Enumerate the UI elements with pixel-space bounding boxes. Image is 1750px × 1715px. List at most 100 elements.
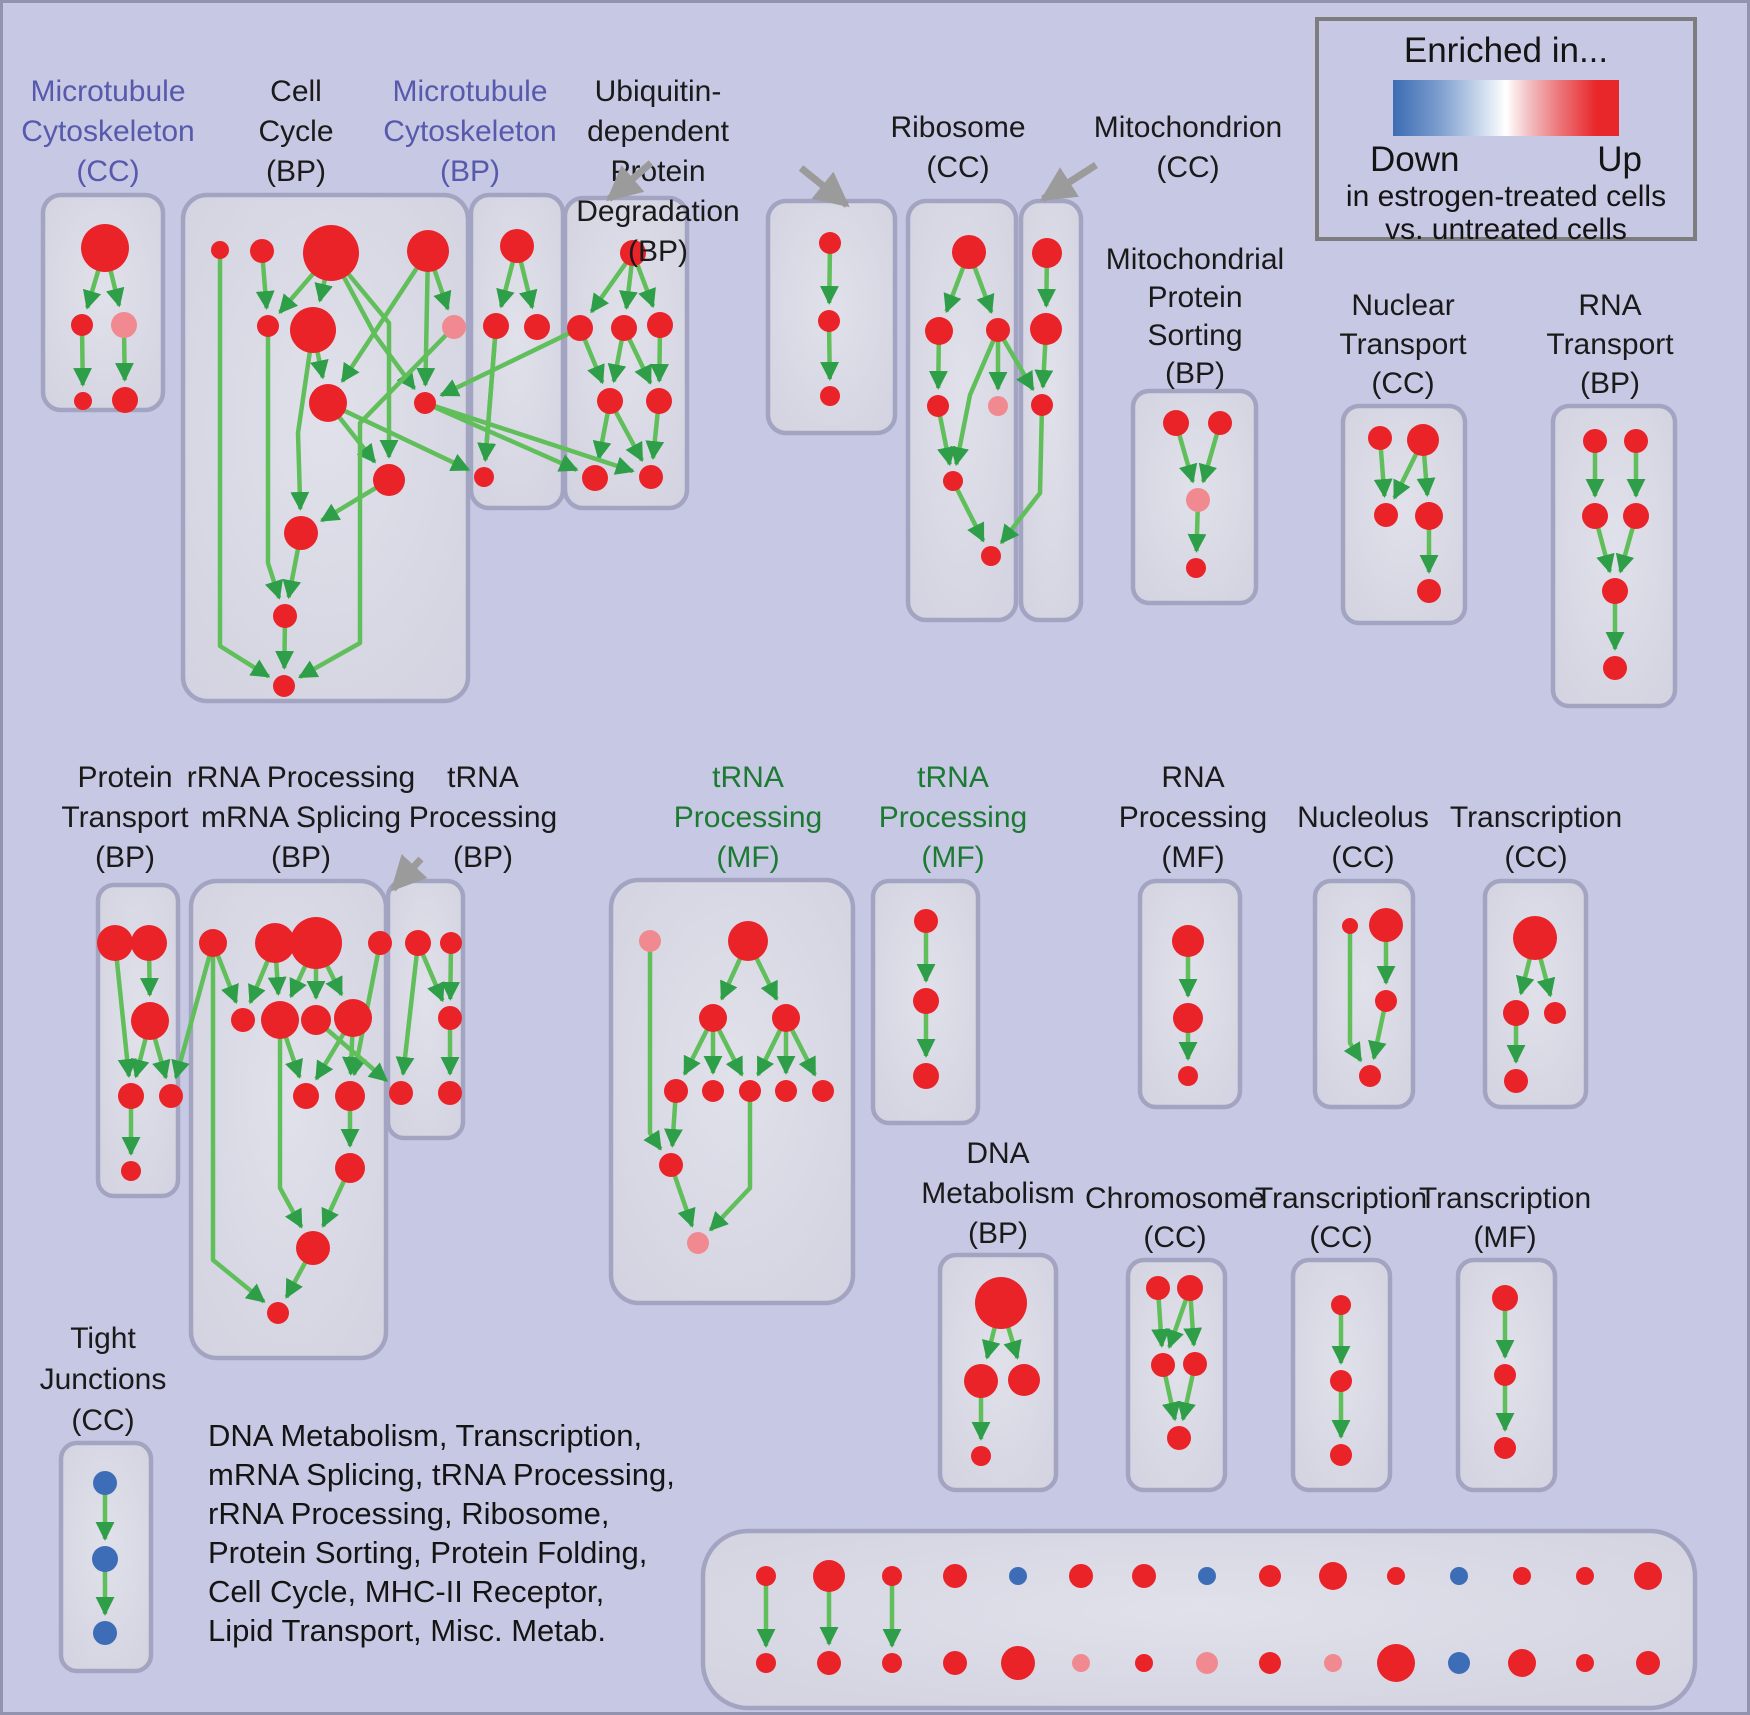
edge-arrow — [342, 1034, 361, 1076]
cluster-label-line: Transport — [1339, 328, 1467, 361]
cluster-label-line: Chromosome — [1085, 1182, 1265, 1215]
cluster-label-line: rRNA Processing — [187, 761, 415, 794]
edge-arrow — [82, 268, 102, 310]
edge-arrow — [321, 1178, 347, 1228]
edge-arrow — [310, 350, 329, 380]
cluster-label-line: (CC) — [76, 155, 139, 188]
edge-arrow — [643, 950, 663, 1151]
go-term-node — [986, 318, 1010, 342]
cluster-label-line: Ribosome — [890, 111, 1025, 144]
edge-arrow — [716, 1027, 744, 1077]
cluster-label-line: RNA — [1161, 761, 1224, 794]
go-term-node — [112, 387, 138, 413]
cluster-label-line: (BP) — [968, 1217, 1028, 1250]
edge-arrow — [1368, 1009, 1387, 1061]
cluster-label-line: Microtubule — [392, 75, 547, 108]
go-term-node — [211, 241, 229, 259]
go-term-node — [296, 1231, 330, 1265]
cluster-label-line: (BP) — [1165, 357, 1225, 390]
cluster-box-dna-metabolism-bp — [937, 1252, 1059, 1493]
cluster-label-line: (BP) — [95, 841, 155, 874]
edge-arrow — [753, 956, 779, 1001]
edge-arrow — [171, 954, 212, 1080]
cluster-label-line: tRNA — [712, 761, 784, 794]
legend-down-label: Down — [1370, 140, 1460, 179]
go-term-node — [199, 929, 227, 957]
edge-arrow — [114, 958, 137, 1078]
go-term-node — [118, 1083, 144, 1109]
cluster-label-line: (MF) — [716, 841, 779, 874]
go-term-node — [92, 1546, 118, 1572]
go-term-node — [1151, 1353, 1175, 1377]
go-term-node — [1177, 1275, 1203, 1301]
cluster-label-line: (BP) — [271, 841, 331, 874]
edge-arrow — [954, 487, 986, 543]
go-term-node — [1324, 1654, 1342, 1672]
edge-arrow — [613, 409, 644, 462]
pointer-arrow — [606, 160, 654, 202]
go-term-node — [913, 988, 939, 1014]
go-term-node — [1624, 429, 1648, 453]
go-term-node — [1492, 1285, 1518, 1311]
go-term-node — [250, 239, 274, 263]
go-term-node — [111, 312, 137, 338]
go-term-node — [817, 1651, 841, 1675]
note-line: rRNA Processing, Ribosome, — [208, 1496, 610, 1531]
go-term-node — [1359, 1065, 1381, 1087]
go-term-node — [284, 516, 318, 550]
edge-arrow — [789, 1027, 817, 1077]
go-term-node — [335, 1153, 365, 1183]
go-term-node — [728, 921, 768, 961]
go-term-node — [414, 392, 436, 414]
note-line: mRNA Splicing, tRNA Processing, — [208, 1457, 675, 1492]
go-term-node — [301, 1005, 331, 1035]
edge-arrow — [314, 277, 333, 303]
go-term-node — [74, 392, 92, 410]
go-term-node — [1331, 1295, 1351, 1315]
cluster-box-microtubule-cytoskeleton-cc — [40, 192, 166, 413]
cluster-label-line: (MF) — [921, 841, 984, 874]
edge-arrow — [336, 414, 377, 464]
note-line: Lipid Transport, Misc. Metab. — [208, 1613, 606, 1648]
edge-arrow — [298, 332, 449, 680]
edge-arrow — [972, 265, 995, 314]
edge-arrow — [288, 963, 308, 999]
go-term-node — [639, 465, 663, 489]
go-term-node — [927, 395, 949, 417]
go-term-node — [1503, 1000, 1529, 1026]
edge-arrow — [672, 1173, 696, 1228]
go-term-node — [1319, 1562, 1347, 1590]
edge-arrow — [682, 1027, 710, 1076]
edge-arrow — [152, 1036, 171, 1080]
go-term-node — [1186, 558, 1206, 578]
edge-arrow — [130, 1036, 150, 1079]
cluster-label-line: (BP) — [440, 155, 500, 188]
edge-arrow — [518, 260, 538, 310]
go-term-node — [335, 1081, 365, 1111]
note-line: Protein Sorting, Protein Folding, — [208, 1535, 648, 1570]
go-term-node — [988, 396, 1008, 416]
edge-arrow — [432, 404, 579, 472]
go-term-node — [261, 1001, 299, 1039]
edge-arrow — [496, 259, 516, 309]
cluster-label-line: Processing — [674, 801, 822, 834]
go-term-node — [93, 1471, 117, 1495]
edge-arrow — [1034, 342, 1054, 389]
edge-arrow — [215, 953, 239, 1005]
go-term-node — [442, 315, 466, 339]
cluster-label-line: (MF) — [1473, 1221, 1536, 1254]
go-term-node — [1172, 925, 1204, 957]
edge-arrow — [140, 958, 159, 997]
go-term-node — [1001, 1646, 1035, 1680]
go-term-node — [373, 464, 405, 496]
go-term-node — [1032, 238, 1062, 268]
go-term-node — [293, 1083, 319, 1109]
cluster-box-chromosome-cc — [1125, 1257, 1228, 1493]
go-term-node — [756, 1653, 776, 1673]
go-term-node — [820, 386, 840, 406]
edge-arrow — [1536, 956, 1556, 998]
go-term-node — [1342, 918, 1358, 934]
edge-arrow — [278, 271, 316, 314]
edge-arrow — [943, 265, 966, 314]
edge-arrow — [340, 265, 420, 383]
